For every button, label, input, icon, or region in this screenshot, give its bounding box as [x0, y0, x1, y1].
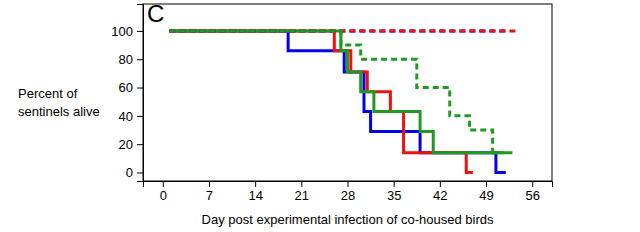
tick-mark [486, 181, 487, 187]
survival-line [169, 31, 512, 153]
tick: 35 [387, 181, 401, 203]
plot-area [169, 31, 519, 173]
axis-line [137, 5, 144, 182]
tick-label: 14 [248, 188, 262, 203]
tick-label: 49 [479, 188, 493, 203]
x-axis: 0 7 14 21 28 35 42 49 56 [144, 181, 553, 203]
plot-frame [143, 4, 552, 181]
tick-mark [255, 181, 256, 187]
tick: 100 [111, 24, 143, 39]
tick-mark [137, 88, 143, 89]
tick-mark [394, 181, 395, 187]
y-axis-title: Percent of [18, 86, 78, 101]
tick: 40 [119, 109, 143, 124]
title: C [147, 0, 164, 27]
tick-label: 56 [525, 188, 539, 203]
tick-label: 60 [119, 80, 133, 95]
y-axis-title: sentinels alive [18, 104, 100, 119]
tick-label: 7 [206, 188, 213, 203]
tick-label: 42 [433, 188, 447, 203]
tick-label: 35 [387, 188, 401, 203]
tick-label: 40 [119, 109, 133, 124]
chart: 0 7 14 21 28 35 42 49 56 0 20 40 60 80 100 C Day post ex… [0, 0, 640, 232]
tick-mark [137, 116, 143, 117]
axis-line [144, 182, 553, 188]
tick: 7 [206, 181, 213, 203]
tick-mark [137, 144, 143, 145]
tick-mark [532, 181, 533, 187]
tick-mark [137, 59, 143, 60]
tick-label: 0 [126, 165, 133, 180]
tick-label: 0 [160, 188, 167, 203]
tick-mark [440, 181, 441, 187]
tick-mark [301, 181, 302, 187]
y-axis: 0 20 40 60 80 100 [111, 5, 143, 182]
tick: 42 [433, 181, 447, 203]
tick-label: 28 [341, 188, 355, 203]
tick: 0 [160, 181, 167, 203]
x-axis-title: Day post experimental infection of co-ho… [202, 212, 494, 227]
tick: 20 [119, 137, 143, 152]
tick: 28 [341, 181, 355, 203]
tick-label: 100 [111, 24, 133, 39]
tick: 56 [525, 181, 539, 203]
tick: 49 [479, 181, 493, 203]
survival-line [169, 31, 505, 153]
tick-label: 80 [119, 52, 133, 67]
tick: 14 [248, 181, 262, 203]
tick-mark [209, 181, 210, 187]
tick-mark [163, 181, 164, 187]
tick-mark [137, 173, 143, 174]
tick: 0 [126, 165, 143, 180]
survival-line [169, 31, 472, 173]
tick-mark [348, 181, 349, 187]
tick-label: 21 [295, 188, 309, 203]
tick: 21 [295, 181, 309, 203]
tick-label: 20 [119, 137, 133, 152]
tick: 60 [119, 80, 143, 95]
tick-mark [137, 31, 143, 32]
tick: 80 [119, 52, 143, 67]
